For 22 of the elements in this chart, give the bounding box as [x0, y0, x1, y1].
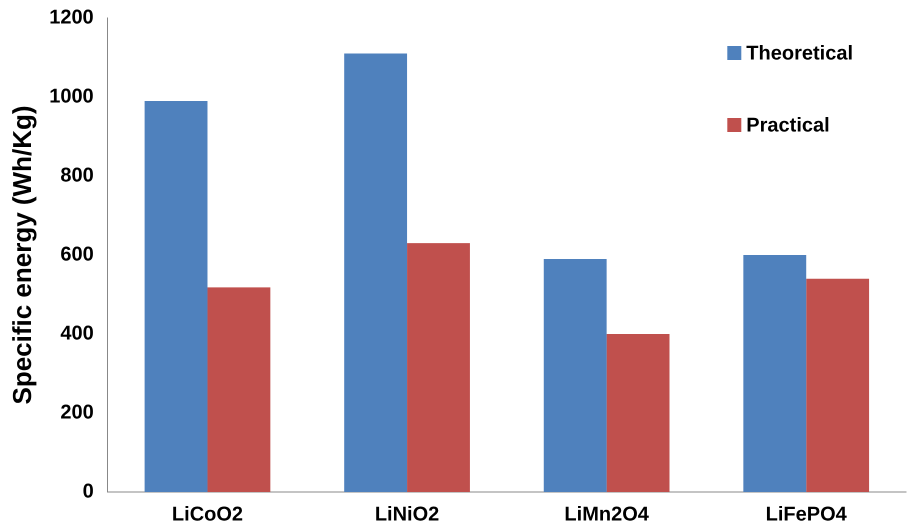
y-tick-label: 1200	[49, 6, 94, 29]
y-axis-title: Specific energy (Wh/Kg)	[6, 105, 37, 405]
y-tick-label: 600	[60, 244, 94, 266]
y-tick-label: 400	[60, 322, 94, 345]
x-tick-label: LiFePO4	[766, 504, 848, 526]
y-tick-label: 200	[60, 402, 94, 424]
bar	[544, 258, 607, 492]
x-tick-label: LiNiO2	[374, 504, 440, 526]
bar	[344, 54, 408, 492]
bar	[207, 287, 270, 492]
bar	[144, 100, 208, 492]
y-tick-label: 800	[60, 164, 94, 187]
bar	[407, 243, 470, 492]
y-tick-label: 1000	[49, 86, 94, 108]
bar	[806, 278, 870, 492]
y-tick-label: 0	[82, 480, 94, 503]
bar	[743, 255, 806, 492]
bar	[606, 334, 670, 492]
x-tick-label: LiMn2O4	[564, 504, 650, 526]
legend-label: Practical	[746, 114, 830, 137]
legend-label: Theoretical	[746, 42, 854, 65]
x-tick-label: LiCoO2	[172, 504, 244, 526]
